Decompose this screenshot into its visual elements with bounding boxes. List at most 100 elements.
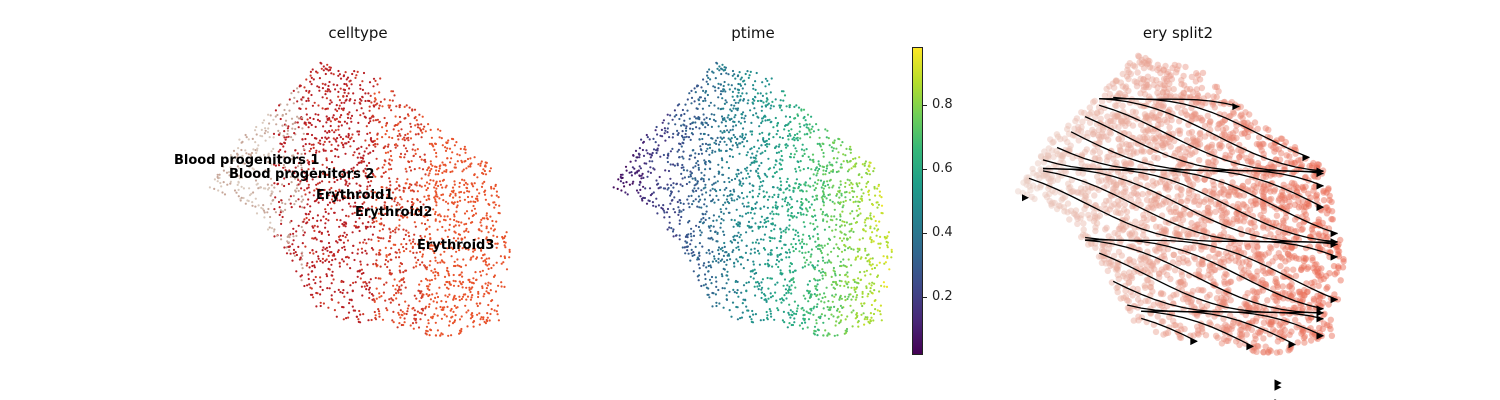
celltype-point	[306, 203, 309, 206]
ptime-point	[798, 130, 801, 133]
ptime-point	[754, 313, 758, 316]
celltype-point	[454, 280, 457, 283]
celltype-point	[444, 186, 447, 189]
ptime-point	[637, 152, 641, 155]
ptime-point	[646, 175, 649, 178]
ptime-point	[701, 245, 704, 248]
celltype-point	[364, 99, 367, 103]
celltype-point	[424, 222, 427, 226]
ptime-point	[764, 143, 767, 147]
celltype-point	[462, 258, 465, 261]
ptime-point	[709, 189, 712, 192]
celltype-point	[420, 158, 423, 161]
ptime-point	[697, 274, 701, 277]
ptime-point	[816, 172, 819, 175]
celltype-point	[342, 280, 345, 283]
ptime-point	[746, 140, 749, 143]
ptime-point	[671, 136, 674, 139]
celltype-point	[427, 245, 430, 248]
celltype-point	[312, 194, 315, 197]
celltype-point	[364, 280, 367, 284]
ptime-point	[742, 80, 745, 83]
celltype-point	[290, 219, 293, 223]
celltype-point	[343, 231, 346, 234]
ptime-point	[668, 226, 671, 229]
ptime-point	[721, 118, 725, 121]
ptime-point	[776, 124, 779, 127]
celltype-point	[425, 305, 428, 308]
celltype-point	[307, 99, 310, 102]
ptime-point	[788, 184, 791, 187]
celltype-point	[332, 137, 335, 140]
ptime-point	[797, 235, 800, 238]
ptime-point	[832, 269, 835, 272]
ptime-point	[858, 173, 861, 176]
ptime-point	[708, 146, 712, 149]
ptime-point	[788, 303, 791, 306]
ptime-point	[716, 136, 719, 139]
celltype-point	[371, 114, 374, 117]
celltype-point	[345, 78, 348, 81]
ptime-point	[841, 306, 844, 309]
ptime-point	[848, 230, 851, 233]
celltype-point	[487, 303, 490, 307]
celltype-point	[289, 252, 292, 255]
ptime-point	[751, 161, 754, 164]
celltype-point	[387, 240, 390, 243]
celltype-point	[355, 315, 358, 318]
celltype-point	[413, 213, 416, 216]
ptime-point	[751, 229, 754, 233]
celltype-point	[350, 136, 353, 139]
ptime-point	[818, 293, 822, 296]
celltype-point	[462, 168, 465, 171]
celltype-point	[368, 291, 371, 294]
celltype-point	[270, 202, 273, 205]
celltype-point	[392, 243, 395, 246]
ptime-point	[758, 177, 761, 180]
ptime-point	[732, 235, 735, 238]
ptime-point	[753, 145, 756, 148]
ptime-point	[719, 140, 722, 143]
ptime-point	[788, 203, 791, 206]
ptime-point	[843, 243, 846, 247]
ptime-point	[793, 269, 797, 272]
celltype-point	[303, 171, 306, 174]
celltype-point	[324, 83, 327, 86]
celltype-point	[328, 80, 331, 84]
ptime-point	[683, 246, 686, 249]
celltype-point	[360, 145, 363, 148]
ptime-point	[735, 208, 738, 211]
celltype-point	[469, 200, 472, 203]
celltype-point	[429, 237, 432, 240]
celltype-point	[286, 132, 289, 136]
celltype-point	[446, 295, 449, 298]
celltype-point	[464, 181, 467, 184]
ptime-point	[752, 263, 755, 266]
ptime-point	[761, 117, 764, 120]
ptime-point	[671, 118, 674, 121]
celltype-point	[413, 294, 416, 297]
ptime-point	[771, 206, 775, 209]
ptime-point	[721, 287, 724, 290]
celltype-point	[420, 222, 423, 225]
ptime-point	[850, 247, 853, 250]
ptime-point	[745, 281, 748, 284]
ptime-point	[713, 104, 716, 107]
ptime-point	[734, 101, 737, 104]
celltype-point	[441, 179, 444, 182]
ptime-point	[695, 126, 698, 129]
celltype-point	[345, 214, 348, 217]
ptime-point	[630, 171, 633, 174]
ptime-point	[748, 191, 752, 194]
celltype-point	[311, 264, 314, 268]
ptime-point	[773, 237, 776, 240]
ptime-point	[758, 192, 761, 195]
celltype-point	[269, 194, 272, 197]
celltype-point	[403, 321, 406, 324]
ptime-point	[714, 89, 717, 92]
ptime-point	[795, 178, 799, 181]
ptime-point	[781, 198, 784, 201]
celltype-point	[356, 169, 359, 172]
celltype-point	[488, 319, 491, 322]
ptime-point	[679, 201, 682, 205]
